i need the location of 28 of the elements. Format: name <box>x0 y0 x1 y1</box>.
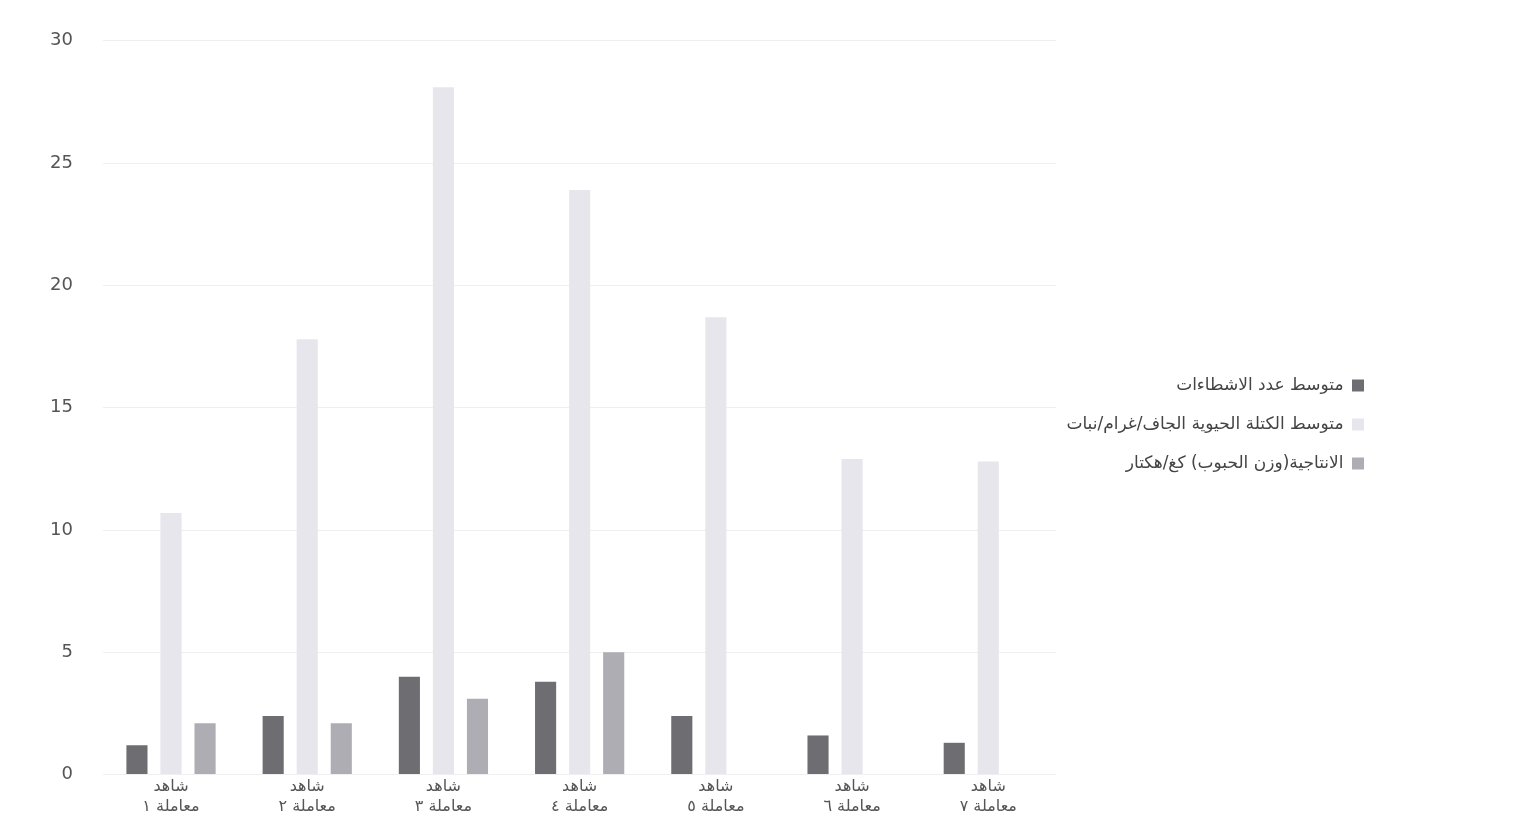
x-tick-label: شاهد معاملة ٤ <box>551 776 609 815</box>
y-tick-label: 25 <box>50 150 73 172</box>
x-tick-label: شاهد معاملة ١ <box>142 776 200 815</box>
x-tick-label: شاهد معاملة ٦ <box>823 776 881 815</box>
y-tick-label: 5 <box>61 639 73 661</box>
bar <box>535 681 557 775</box>
y-tick-label: 20 <box>50 273 73 295</box>
y-tick-label: 30 <box>50 28 73 50</box>
x-tick-label: شاهد معاملة ٥ <box>687 776 745 815</box>
legend-label: متوسط عدد الاشطاءات <box>1176 373 1344 394</box>
legend-label: الانتاجية(وزن الحبوب) كغ/هكتار <box>1124 451 1344 473</box>
bar <box>262 715 284 775</box>
bar <box>126 745 148 775</box>
bar <box>466 698 489 775</box>
bar <box>194 723 216 775</box>
y-tick-label: 15 <box>50 395 73 417</box>
bar <box>807 735 829 775</box>
y-tick-label: 10 <box>50 517 73 539</box>
bar <box>671 715 693 775</box>
legend-label: متوسط الكتلة الحيوية الجاف/غرام/نبات <box>1066 412 1344 433</box>
bar <box>943 742 965 775</box>
x-tick-label: شاهد معاملة ٣ <box>414 776 473 815</box>
bar <box>330 723 352 775</box>
bar <box>603 652 625 775</box>
x-tick-label: شاهد معاملة ٢ <box>278 776 336 815</box>
y-tick-label: 0 <box>61 762 73 784</box>
x-tick-label: شاهد معاملة ٧ <box>959 776 1017 815</box>
bar <box>398 676 420 775</box>
